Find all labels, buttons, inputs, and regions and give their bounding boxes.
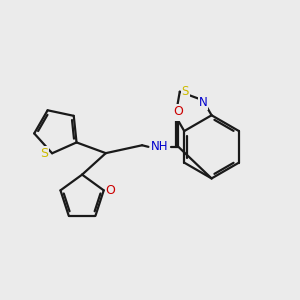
- Text: S: S: [40, 147, 48, 160]
- Text: N: N: [199, 96, 207, 109]
- Text: O: O: [106, 184, 116, 197]
- Text: N: N: [171, 107, 180, 120]
- Text: O: O: [173, 105, 183, 118]
- Text: S: S: [182, 85, 189, 98]
- Text: NH: NH: [151, 140, 168, 153]
